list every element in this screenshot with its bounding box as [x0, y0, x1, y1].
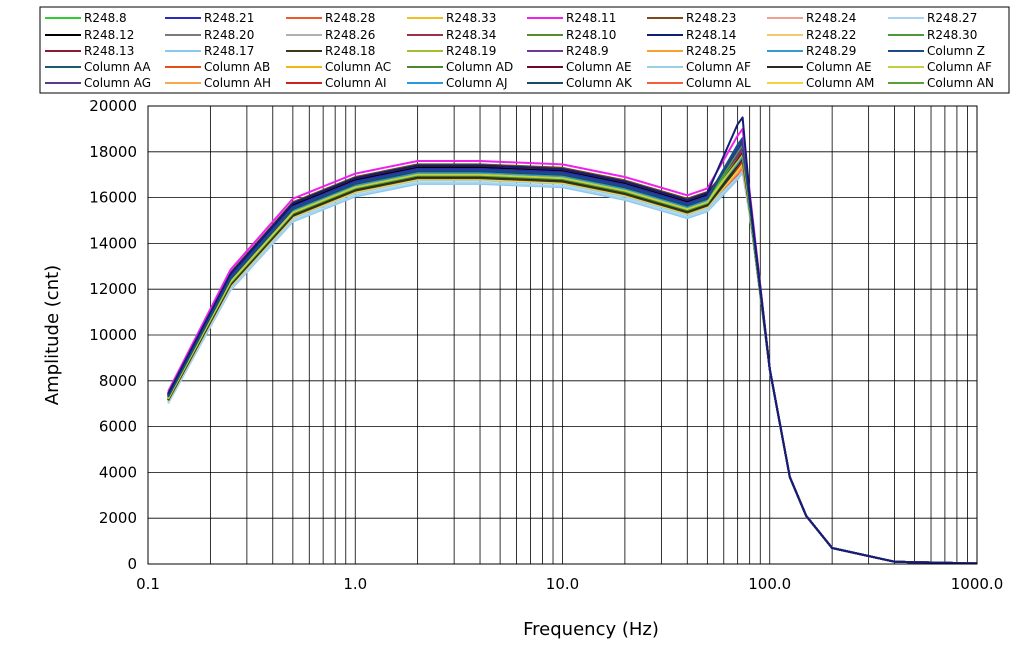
legend-label: R248.11: [566, 11, 616, 25]
x-axis-title: Frequency (Hz): [523, 619, 659, 640]
series-line: [167, 116, 978, 565]
legend-label: R248.30: [927, 28, 977, 42]
legend-label: Column AA: [84, 60, 151, 74]
y-tick-label: 20000: [89, 97, 137, 115]
x-tick-label: 0.1: [136, 575, 160, 593]
legend-box: [39, 6, 1010, 94]
legend-label: R248.19: [446, 44, 496, 58]
legend-label: R248.8: [84, 11, 127, 25]
series-lines: [167, 116, 978, 565]
legend-label: R248.12: [84, 28, 134, 42]
legend-label: R248.13: [84, 44, 134, 58]
y-tick-label: 10000: [89, 326, 137, 344]
legend-label: Column AB: [204, 60, 270, 74]
legend-label: Column AD: [446, 60, 513, 74]
y-tick-label: 2000: [99, 509, 137, 527]
legend-label: Column AJ: [446, 76, 508, 90]
legend-label: R248.25: [686, 44, 736, 58]
legend-label: R248.21: [204, 11, 254, 25]
legend-label: Column AK: [566, 76, 633, 90]
legend-label: R248.26: [325, 28, 375, 42]
y-tick-label: 4000: [99, 463, 137, 481]
x-tick-label: 1000.0: [951, 575, 1004, 593]
legend-label: R248.20: [204, 28, 254, 42]
legend-label: Column AL: [686, 76, 751, 90]
legend-label: R248.17: [204, 44, 254, 58]
y-tick-label: 0: [127, 555, 137, 573]
plot-area-border: [147, 105, 978, 565]
y-tick-label: 18000: [89, 143, 137, 161]
legend-label: Column AI: [325, 76, 387, 90]
grid: [147, 105, 977, 565]
legend-label: Column AF: [927, 60, 992, 74]
legend-label: Column AM: [806, 76, 874, 90]
legend-label: Column Z: [927, 44, 985, 58]
legend-label: R248.34: [446, 28, 496, 42]
x-tick-label: 1.0: [343, 575, 367, 593]
legend-label: Column AE: [566, 60, 632, 74]
x-tick-label: 100.0: [748, 575, 791, 593]
legend-label: Column AF: [686, 60, 751, 74]
legend-label: Column AE: [806, 60, 872, 74]
legend-label: R248.24: [806, 11, 856, 25]
y-axis: 0 2000 4000 6000 8000 10000 12000 14000 16000 180…: [89, 97, 137, 573]
x-axis: 0.1 1.0 10.0 100.0 1000.0: [136, 575, 1003, 593]
legend-label: R248.29: [806, 44, 856, 58]
legend-label: R248.28: [325, 11, 375, 25]
y-tick-label: 16000: [89, 189, 137, 207]
y-tick-label: 12000: [89, 280, 137, 298]
y-axis-title: Amplitude (cnt): [42, 265, 63, 405]
legend-label: Column AH: [204, 76, 271, 90]
legend-label: R248.9: [566, 44, 609, 58]
legend-label: Column AC: [325, 60, 391, 74]
y-tick-label: 6000: [99, 418, 137, 436]
legend-label: R248.18: [325, 44, 375, 58]
y-tick-label: 8000: [99, 372, 137, 390]
legend-label: Column AN: [927, 76, 994, 90]
legend-label: R248.23: [686, 11, 736, 25]
legend-label: Column AG: [84, 76, 151, 90]
y-tick-label: 14000: [89, 234, 137, 252]
legend-label: R248.22: [806, 28, 856, 42]
legend-label: R248.27: [927, 11, 977, 25]
legend-label: R248.14: [686, 28, 736, 42]
legend: R248.8 R248.21 R248.28 R248.33 R248.11 R248.2…: [45, 11, 994, 90]
legend-label: R248.10: [566, 28, 616, 42]
legend-label: R248.33: [446, 11, 496, 25]
x-tick-label: 10.0: [546, 575, 579, 593]
